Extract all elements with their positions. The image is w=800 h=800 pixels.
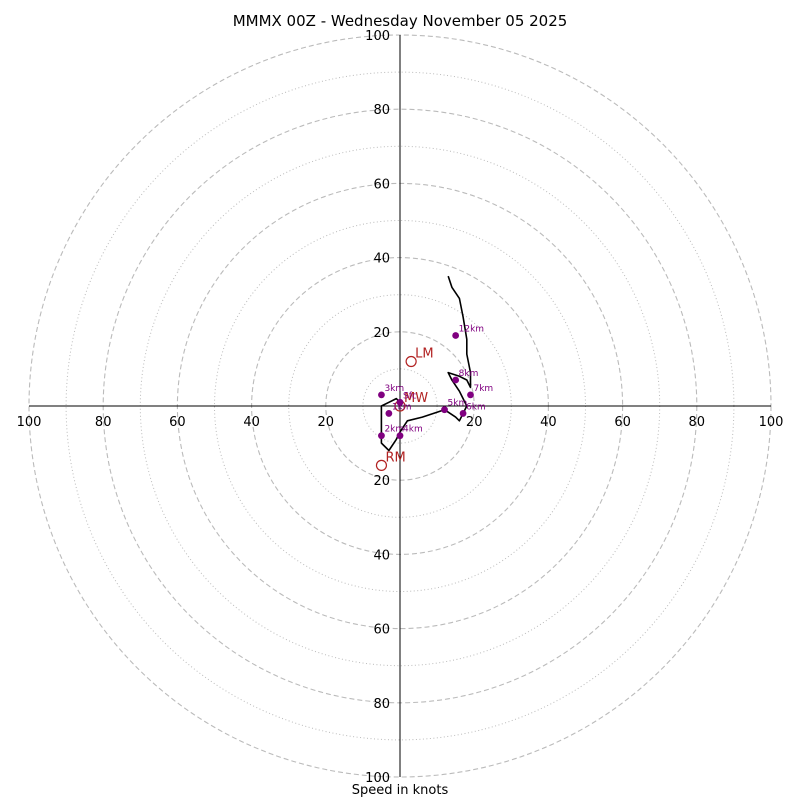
height-marker-4km xyxy=(396,432,404,440)
storm-marker-lm xyxy=(405,355,417,368)
y-tick-label: 80 xyxy=(373,103,390,118)
height-marker-sfc xyxy=(396,398,404,406)
height-label-6km: 6km xyxy=(466,402,486,412)
height-label-5km: 5km xyxy=(448,399,468,409)
height-marker-5km xyxy=(441,406,448,414)
storm-motion-markers: LM MW RM xyxy=(375,346,434,471)
x-tick-label: 40 xyxy=(540,415,557,430)
y-tick-label: 100 xyxy=(365,771,390,786)
x-tick-label: 40 xyxy=(243,415,260,430)
height-label-2km: 2km xyxy=(384,425,404,435)
storm-label-lm: LM xyxy=(415,346,433,361)
storm-label-rm: RM xyxy=(385,450,405,465)
hodograph-trace-line xyxy=(380,275,472,452)
height-label-4km: 4km xyxy=(403,425,423,435)
axes xyxy=(29,35,771,777)
height-label-1km: 1km xyxy=(392,402,412,412)
height-marker-1km xyxy=(385,410,393,417)
tick-labels: 20 20 20 20 40 40 40 40 60 60 60 60 80 80 80 80 100 100 10… xyxy=(17,29,784,786)
wind-trace xyxy=(380,275,472,452)
height-label-7km: 7km xyxy=(473,384,493,394)
y-tick-label: 60 xyxy=(373,623,390,638)
y-tick-label: 100 xyxy=(365,29,390,44)
height-marker-2km xyxy=(378,432,385,440)
storm-marker-rm xyxy=(375,459,388,471)
x-axis-label: Speed in knots xyxy=(351,783,449,798)
y-tick-label: 40 xyxy=(373,252,390,267)
x-tick-label: 80 xyxy=(689,415,706,430)
x-tick-label: 100 xyxy=(17,415,42,430)
height-marker-6km xyxy=(459,410,467,417)
storm-label-mw: MW xyxy=(404,391,428,406)
x-tick-label: 100 xyxy=(759,415,784,430)
height-label-12km: 12km xyxy=(459,325,484,335)
y-tick-label: 40 xyxy=(373,548,390,563)
height-marker-7km xyxy=(467,391,474,399)
height-marker-12km xyxy=(452,332,460,339)
y-tick-label: 60 xyxy=(373,177,390,192)
x-tick-label: 20 xyxy=(466,415,483,430)
height-label-sfc: Sfc xyxy=(403,391,417,401)
height-marker-3km xyxy=(378,391,385,399)
height-label-3km: 3km xyxy=(384,384,404,394)
y-tick-label: 20 xyxy=(373,474,390,489)
height-label-8km: 8km xyxy=(459,369,479,379)
x-tick-label: 20 xyxy=(318,415,335,430)
chart-title: MMMX 00Z - Wednesday November 05 2025 xyxy=(232,12,568,30)
x-tick-label: 60 xyxy=(169,415,186,430)
y-tick-label: 20 xyxy=(373,326,390,341)
height-marker-8km xyxy=(452,376,460,384)
x-tick-label: 80 xyxy=(95,415,112,430)
y-tick-label: 80 xyxy=(373,697,390,712)
x-tick-label: 60 xyxy=(614,415,631,430)
